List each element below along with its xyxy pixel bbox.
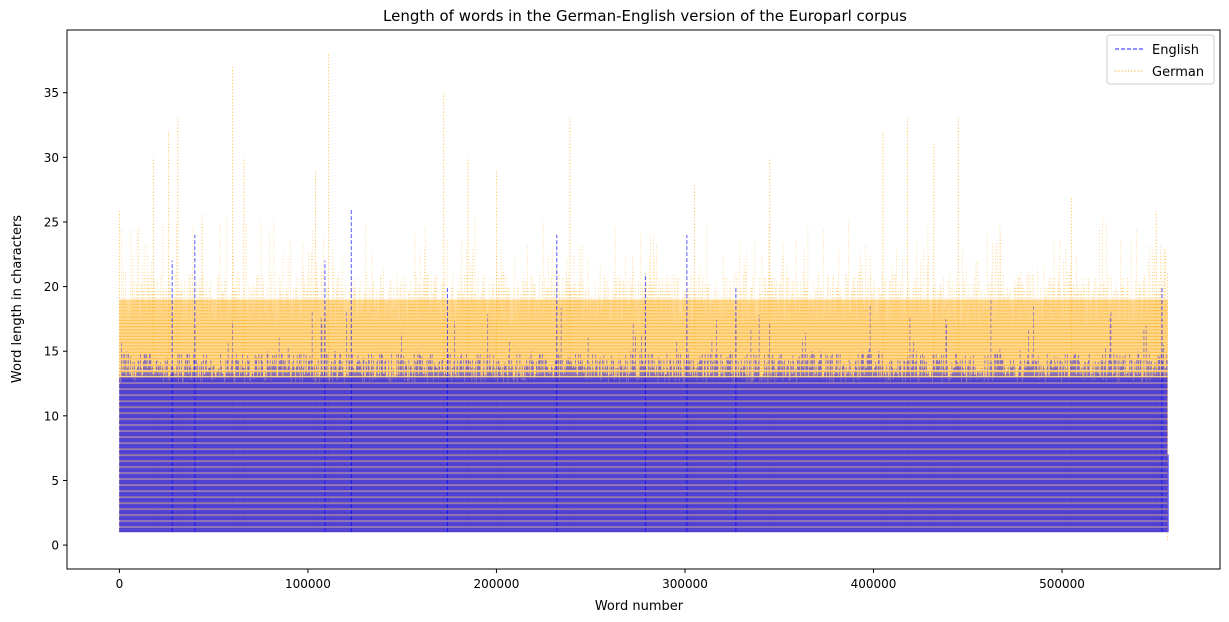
legend-label-german: German [1152,65,1204,80]
y-axis-label: Word length in characters [10,215,25,383]
legend-label-english: English [1152,43,1199,58]
x-tick-label: 200000 [474,577,520,591]
y-tick-label: 15 [44,345,59,359]
plot-frame [66,29,1221,570]
x-tick-label: 100000 [285,577,331,591]
x-tick-label: 500000 [1039,577,1085,591]
series-german [118,53,1168,533]
y-tick-label: 5 [51,474,59,488]
x-tick-label: 0 [116,577,124,591]
chart-title: Length of words in the German-English ve… [383,7,907,25]
y-tick-label: 25 [44,215,59,229]
x-tick-label: 300000 [662,577,708,591]
plot-area [118,53,1169,543]
legend: English German [1106,34,1215,85]
y-tick-label: 30 [44,151,59,165]
y-tick-label: 10 [44,409,59,423]
series-english [119,209,1168,533]
series-layer [118,53,1169,543]
series-body-german [119,299,1168,533]
x-axis-label: Word number [595,599,684,614]
series-line-german [119,213,1168,533]
x-axis: 0 100000 200000 300000 400000 500000 [116,569,1085,591]
legend-box [1106,34,1215,85]
x-tick-label: 400000 [851,577,897,591]
series-line-english [119,299,1168,533]
series-body-english [119,377,1168,533]
y-tick-label: 20 [44,280,59,294]
y-tick-label: 35 [44,86,59,100]
y-axis: 0 5 10 15 20 25 30 35 [44,86,67,553]
y-tick-label: 0 [51,539,59,553]
